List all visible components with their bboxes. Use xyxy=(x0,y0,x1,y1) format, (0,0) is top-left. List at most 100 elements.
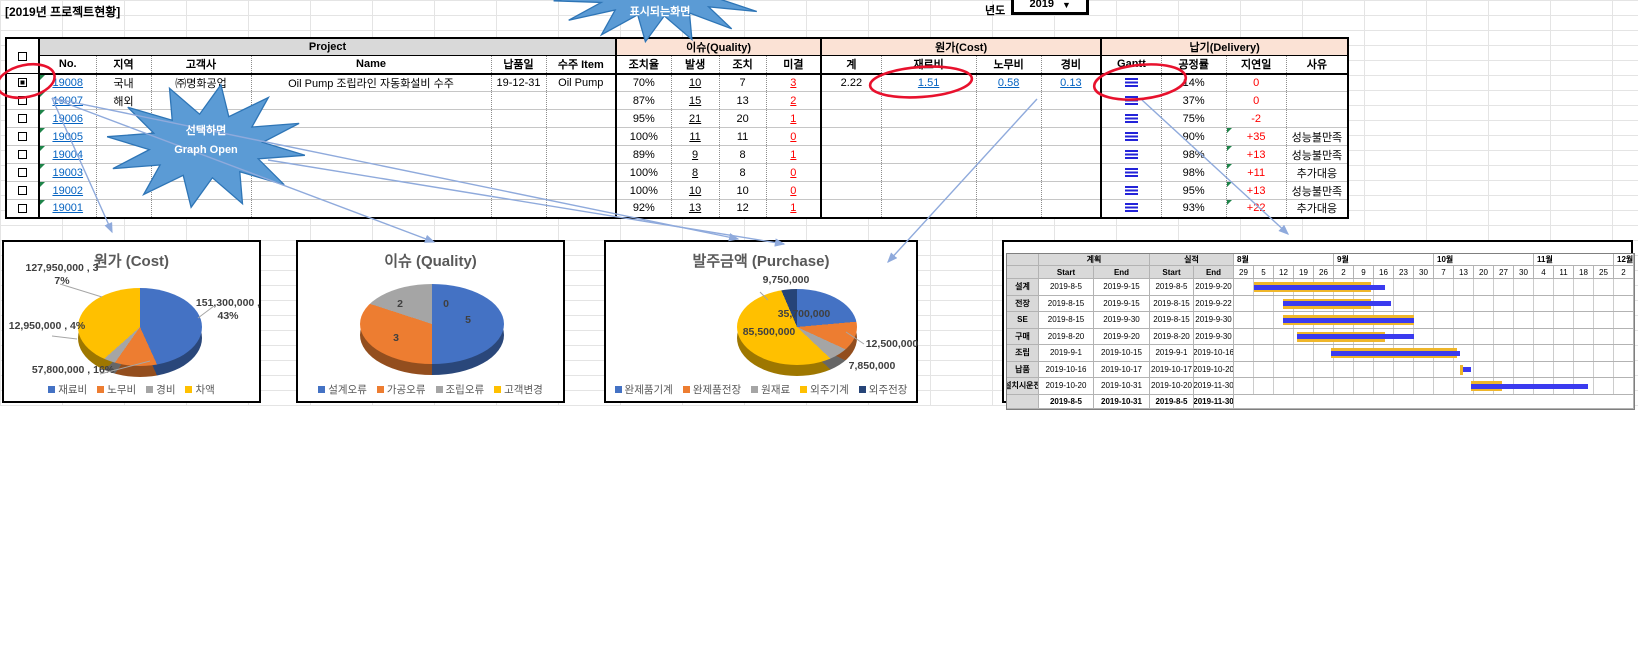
col-header-name: Name xyxy=(251,55,492,75)
gantt-task-row: 전장 2019-8-15 2019-9-15 2019-8-15 2019-9-22 xyxy=(1007,295,1634,312)
expense-cost-link[interactable]: 0.13 xyxy=(1060,76,1082,89)
row-checkbox[interactable] xyxy=(18,150,27,159)
legend-swatch xyxy=(48,386,56,393)
issues-occurred-link[interactable]: 11 xyxy=(689,130,701,143)
gantt-date-header: 13 xyxy=(1454,266,1474,279)
cell-material-cost xyxy=(881,109,977,128)
cell-issues-actioned: 8 xyxy=(719,145,767,164)
project-no-link[interactable]: 19005 xyxy=(52,130,84,143)
row-checkbox[interactable] xyxy=(18,168,27,177)
issues-open-link[interactable]: 0 xyxy=(790,166,797,179)
cell-issues-open: 0 xyxy=(766,181,823,200)
project-no-link[interactable]: 19007 xyxy=(52,94,84,107)
cell-action-rate: 95% xyxy=(616,109,672,128)
gantt-month-header: 11월 xyxy=(1534,254,1614,266)
gantt-actual-start: 2019-10-17 xyxy=(1150,361,1194,378)
cell-expense-cost xyxy=(1041,127,1103,146)
cell-order-item xyxy=(546,109,618,128)
gantt-actual-end: 2019-9-30 xyxy=(1194,312,1234,329)
row-select-cell xyxy=(6,73,40,92)
cell-name xyxy=(251,199,492,218)
cell-action-rate: 87% xyxy=(616,91,672,110)
gantt-date-header: 23 xyxy=(1394,266,1414,279)
cell-action-rate: 100% xyxy=(616,127,672,146)
gantt-list-icon[interactable] xyxy=(1124,113,1138,124)
cell-name xyxy=(251,127,492,146)
cell-region xyxy=(96,109,152,128)
cell-region xyxy=(96,127,152,146)
cell-labor-cost xyxy=(976,163,1042,182)
row-checkbox-checked[interactable] xyxy=(18,78,27,87)
cell-issues-occurred: 10 xyxy=(671,181,720,200)
purchase-legend: 완제품기계 완제품전장 원재료 외주기계 외주전장 xyxy=(606,382,916,397)
gantt-plan-end: 2019-10-31 xyxy=(1094,378,1150,395)
project-no-link[interactable]: 19004 xyxy=(52,148,84,161)
gantt-total-actual-start: 2019-8-5 xyxy=(1150,394,1194,409)
gantt-list-icon[interactable] xyxy=(1124,185,1138,196)
cell-issues-occurred: 13 xyxy=(671,199,720,218)
issues-occurred-link[interactable]: 13 xyxy=(688,202,702,215)
project-no-link[interactable]: 19002 xyxy=(52,184,84,197)
issues-occurred-link[interactable]: 8 xyxy=(692,166,699,179)
year-selector: 년도 2019 ▼ xyxy=(985,0,1090,24)
project-no-link[interactable]: 19003 xyxy=(52,166,84,179)
row-checkbox[interactable] xyxy=(18,96,27,105)
cell-no: 19003 xyxy=(39,163,97,182)
cell-no: 19008 xyxy=(39,73,97,92)
project-no-link[interactable]: 19006 xyxy=(52,112,84,125)
row-checkbox[interactable] xyxy=(18,186,27,195)
pie-slice-label: 127,950,000 , 37% xyxy=(25,262,99,288)
cell-labor-cost xyxy=(976,127,1042,146)
col-header-labor: 노무비 xyxy=(976,55,1042,75)
cell-issues-open: 1 xyxy=(766,199,823,218)
legend-label: 가공오류 xyxy=(386,384,426,396)
issues-occurred-link[interactable]: 15 xyxy=(688,94,702,107)
gantt-header-row: Start End Start End 29 5 12 19 26 2 9 16 23 30 7 13 20 27… xyxy=(1007,266,1634,279)
gantt-list-icon[interactable] xyxy=(1124,149,1138,160)
cell-gantt xyxy=(1101,91,1162,110)
cell-order-item xyxy=(546,127,618,146)
project-no-link[interactable]: 19008 xyxy=(52,76,84,89)
legend-label: 외주기계 xyxy=(810,384,849,396)
gantt-plan-start: 2019-10-16 xyxy=(1039,361,1094,378)
gantt-date-header: 4 xyxy=(1534,266,1554,279)
group-header-quality: 이슈(Quality) xyxy=(616,38,823,56)
year-dropdown[interactable]: 2019 ▼ xyxy=(1011,0,1090,15)
issues-open-link[interactable]: 3 xyxy=(790,76,797,89)
col-header-total: 계 xyxy=(821,55,882,75)
issues-open-link[interactable]: 1 xyxy=(790,148,797,161)
row-checkbox[interactable] xyxy=(18,132,27,141)
cell-labor-cost xyxy=(976,199,1042,218)
gantt-plan-start: 2019-9-1 xyxy=(1039,345,1094,362)
legend-swatch xyxy=(376,386,384,393)
issues-open-link[interactable]: 2 xyxy=(790,94,797,107)
col-header-open: 미결 xyxy=(766,55,823,75)
dropdown-arrow-icon: ▼ xyxy=(1062,0,1071,10)
gantt-list-icon[interactable] xyxy=(1124,131,1138,142)
select-all-checkbox[interactable] xyxy=(18,51,27,61)
issues-open-link[interactable]: 0 xyxy=(790,184,797,197)
cell-name: Oil Pump 조립라인 자동화설비 수주 xyxy=(251,73,492,92)
row-checkbox[interactable] xyxy=(18,203,27,213)
gantt-list-icon[interactable] xyxy=(1124,77,1138,88)
gantt-list-icon[interactable] xyxy=(1124,95,1138,106)
cell-name xyxy=(251,181,492,200)
row-checkbox[interactable] xyxy=(18,114,27,123)
issues-occurred-link[interactable]: 10 xyxy=(688,184,702,197)
gantt-list-icon[interactable] xyxy=(1124,167,1138,178)
gantt-list-icon[interactable] xyxy=(1124,203,1138,214)
project-no-link[interactable]: 19001 xyxy=(52,202,84,215)
issues-occurred-link[interactable]: 21 xyxy=(688,112,702,125)
labor-cost-link[interactable]: 0.58 xyxy=(997,76,1020,89)
legend-item: 차액 xyxy=(185,382,215,397)
issues-occurred-link[interactable]: 9 xyxy=(692,148,699,161)
cell-region xyxy=(96,199,152,218)
material-cost-link[interactable]: 1.51 xyxy=(917,76,940,89)
quality-chart-title: 이슈 (Quality) xyxy=(384,253,477,270)
table-row: 19001 92% 13 12 1 93% +22 추가대응 xyxy=(6,199,1349,218)
issues-open-link[interactable]: 1 xyxy=(790,202,797,215)
issues-occurred-link[interactable]: 10 xyxy=(688,76,702,89)
issues-open-link[interactable]: 0 xyxy=(790,130,797,143)
issues-open-link[interactable]: 1 xyxy=(790,112,797,125)
cell-due-date xyxy=(491,163,547,182)
